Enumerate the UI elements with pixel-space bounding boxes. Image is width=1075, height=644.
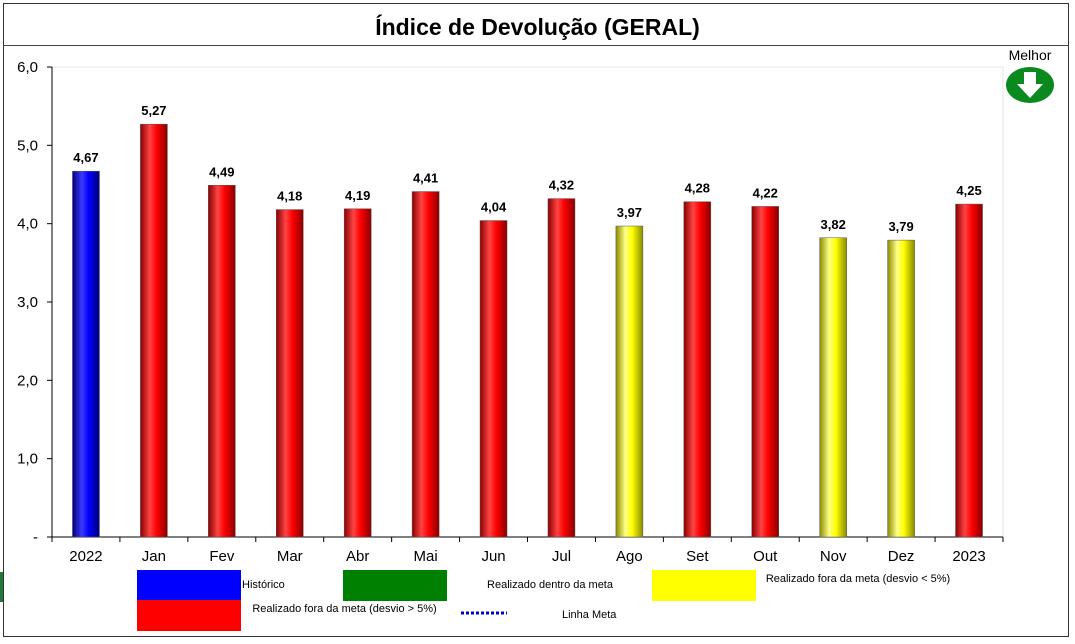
data-label: 4,04 bbox=[481, 200, 507, 215]
bar-abr bbox=[343, 208, 372, 538]
x-tick-label: Jun bbox=[481, 548, 505, 565]
x-tick-label: Nov bbox=[820, 548, 847, 565]
data-label: 4,49 bbox=[209, 164, 234, 179]
data-label: 5,27 bbox=[141, 103, 166, 118]
y-tick-label: 2,0 bbox=[17, 372, 38, 389]
x-tick-label: 2022 bbox=[69, 548, 102, 565]
bar-jun bbox=[479, 220, 508, 538]
x-tick-label: 2023 bbox=[952, 548, 985, 565]
x-tick-label: Mai bbox=[414, 548, 438, 565]
legend-label-dentro: Realizado dentro da meta bbox=[487, 579, 613, 591]
x-tick-label: Ago bbox=[616, 548, 643, 565]
legend-swatch-fora5 bbox=[137, 600, 241, 631]
legend-swatch-fora-menos5 bbox=[652, 570, 756, 601]
legend-label-historico: Histórico bbox=[242, 579, 285, 591]
data-label: 4,19 bbox=[345, 188, 370, 203]
data-label: 4,28 bbox=[685, 181, 710, 196]
y-tick-label: 3,0 bbox=[17, 294, 38, 311]
better-indicator: Melhor bbox=[1000, 47, 1060, 104]
y-tick-label: - bbox=[33, 529, 38, 546]
bar-2022 bbox=[72, 170, 100, 538]
data-label: 3,79 bbox=[888, 219, 913, 234]
better-label: Melhor bbox=[1008, 47, 1052, 63]
data-label: 3,97 bbox=[617, 205, 642, 220]
data-label: 4,32 bbox=[549, 178, 574, 193]
bar-fev bbox=[208, 185, 236, 538]
bar-out bbox=[751, 206, 779, 538]
bar-mar bbox=[276, 209, 304, 538]
bar-dez bbox=[887, 239, 915, 538]
legend-swatch-historico bbox=[137, 570, 241, 601]
legend-label-fora5: Realizado fora da meta (desvio > 5%) bbox=[252, 603, 437, 615]
x-tick-label: Out bbox=[753, 548, 778, 565]
plot-area-border bbox=[51, 66, 1004, 538]
chart-title: Índice de Devolução (GERAL) bbox=[375, 14, 700, 40]
data-label: 4,67 bbox=[73, 150, 98, 165]
sheet-edge-marker bbox=[0, 572, 3, 602]
x-tick-label: Abr bbox=[346, 548, 369, 565]
y-tick-label: 4,0 bbox=[17, 216, 38, 233]
x-tick-label: Fev bbox=[209, 548, 235, 565]
data-label: 4,22 bbox=[753, 185, 778, 200]
bar-jul bbox=[547, 198, 576, 538]
bar-jan bbox=[140, 123, 168, 538]
x-tick-label: Dez bbox=[888, 548, 915, 565]
data-label: 4,41 bbox=[413, 171, 438, 186]
x-tick-label: Set bbox=[686, 548, 709, 565]
bar-nov bbox=[819, 237, 847, 538]
data-label: 4,25 bbox=[956, 183, 981, 198]
x-tick-label: Mar bbox=[277, 548, 303, 565]
bar-ago bbox=[615, 225, 644, 538]
y-tick-label: 5,0 bbox=[17, 137, 38, 154]
bar-2023 bbox=[955, 203, 983, 538]
bar-set bbox=[683, 201, 712, 538]
legend-swatch-linha-meta bbox=[461, 611, 507, 615]
bar-mai bbox=[411, 191, 440, 538]
y-tick-label: 1,0 bbox=[17, 451, 38, 468]
legend-label-fora-menos5: Realizado fora da meta (desvio < 5%) bbox=[765, 573, 951, 585]
x-tick-label: Jul bbox=[552, 548, 571, 565]
data-label: 4,18 bbox=[277, 189, 302, 204]
title-divider bbox=[3, 45, 1069, 46]
legend-swatch-dentro bbox=[343, 570, 447, 601]
x-tick-label: Jan bbox=[142, 548, 166, 565]
y-tick-label: 6,0 bbox=[17, 59, 38, 76]
legend-label-linha-meta: Linha Meta bbox=[562, 609, 617, 621]
data-label: 3,82 bbox=[821, 217, 846, 232]
down-arrow-icon bbox=[1006, 67, 1054, 103]
